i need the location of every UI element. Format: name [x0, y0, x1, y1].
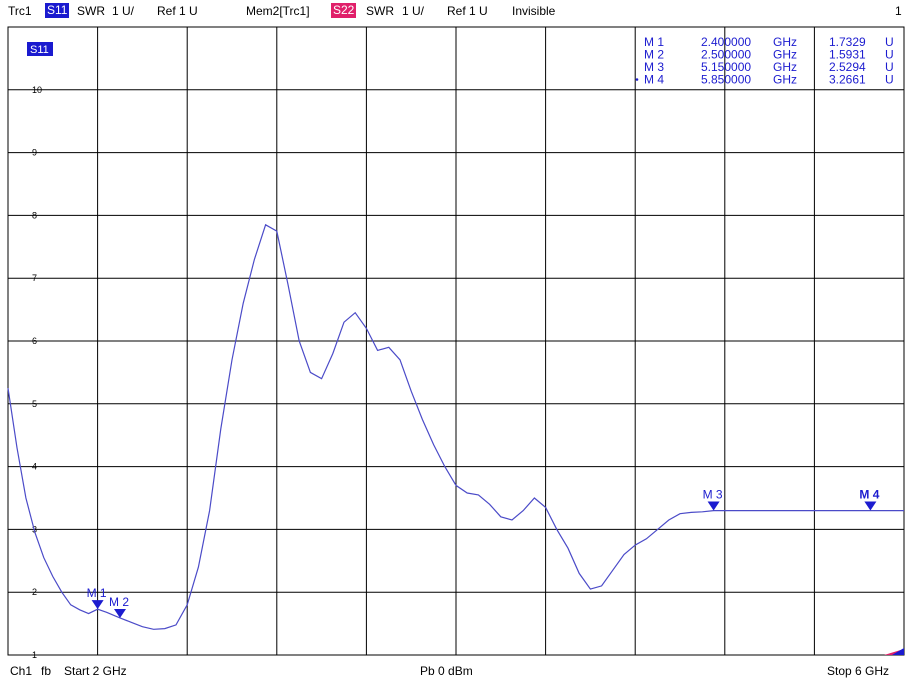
marker-table-label: M 2 [644, 48, 664, 62]
y-tick-label: 1 [32, 650, 37, 660]
y-tick-label: 9 [32, 148, 37, 158]
marker-label: M 1 [87, 586, 107, 600]
marker-table-value: 1.5931 [829, 48, 866, 62]
trace-s11 [7, 223, 904, 630]
trace2-param-badge[interactable]: S22 [331, 3, 357, 18]
grid [7, 26, 905, 656]
sweep-mode: fb [41, 664, 52, 678]
marker-table-value: 2.5294 [829, 60, 866, 74]
y-tick-label: 5 [32, 399, 37, 409]
marker-table-frequency: 5.850000 [701, 73, 751, 87]
marker-table-value-unit: U [885, 48, 894, 62]
marker-table-value-unit: U [885, 35, 894, 49]
trace2-name[interactable]: Mem2[Trc1] [246, 4, 310, 18]
trace1-scale[interactable]: 1 U/ [112, 4, 135, 18]
marker-table-value: 1.7329 [829, 35, 866, 49]
marker-label: M 4 [859, 488, 879, 502]
trace1-name[interactable]: Trc1 [8, 4, 32, 18]
trace2-ref[interactable]: Ref 1 U [447, 4, 488, 18]
marker-label: M 2 [109, 595, 129, 609]
marker-table-unit: GHz [773, 35, 797, 49]
plot-trace-badge-label: S11 [30, 44, 49, 56]
trace1-ref[interactable]: Ref 1 U [157, 4, 198, 18]
marker-layer: M 1M 2 M 3 M 4 [87, 488, 880, 618]
marker-table-frequency: 2.400000 [701, 35, 751, 49]
trace2-scale[interactable]: 1 U/ [402, 4, 425, 18]
marker-table-unit: GHz [773, 60, 797, 74]
marker-table-value-unit: U [885, 60, 894, 74]
marker-label: M 3 [703, 488, 723, 502]
port-power[interactable]: Pb 0 dBm [420, 664, 473, 678]
marker-table-unit: GHz [773, 48, 797, 62]
marker-triangle [864, 501, 877, 511]
marker-triangle [707, 501, 720, 511]
marker-table-label: M 1 [644, 35, 664, 49]
marker-triangle [91, 600, 104, 610]
channel-label[interactable]: Ch1 [10, 664, 33, 678]
plot-trace-badge [27, 42, 53, 56]
y-tick-label: 2 [32, 587, 37, 597]
channel-footer: Ch1 fb Start 2 GHz Pb 0 dBm Stop 6 GHz [0, 660, 908, 683]
trace-header: Trc1 S11 SWR 1 U/ Ref 1 U Mem2[Trc1] S22… [0, 0, 908, 22]
trace1-param-badge[interactable]: S11 [45, 3, 70, 18]
marker-triangle [114, 608, 126, 618]
marker-table-frequency: 5.150000 [701, 60, 751, 74]
corner-arrow-blue [892, 648, 904, 655]
start-frequency[interactable]: Start 2 GHz [64, 664, 127, 678]
active-marker-dot [635, 78, 639, 81]
trace-layer [7, 223, 904, 630]
corner-indicator [884, 648, 904, 655]
y-tick-label: 7 [32, 273, 37, 283]
y-tick-label: 6 [32, 336, 37, 346]
marker-table-unit: GHz [773, 73, 797, 87]
trace1-format[interactable]: SWR [77, 4, 105, 18]
y-tick-label: 10 [32, 85, 42, 95]
marker-table-label: M 4 [644, 73, 664, 87]
y-tick-label: 4 [32, 462, 37, 472]
trace2-format[interactable]: SWR [366, 4, 394, 18]
trace2-state: Invisible [512, 4, 556, 18]
window-number: 1 [895, 4, 902, 18]
stop-frequency[interactable]: Stop 6 GHz [827, 664, 890, 678]
marker-table-frequency: 2.500000 [701, 48, 751, 62]
y-tick-label: 8 [32, 210, 37, 220]
marker-table-label: M 3 [644, 60, 664, 74]
marker-table: M 1 2.400000 GHz 1.7329 U M 2 2.500000 GHz 1.593… [635, 35, 894, 87]
marker-table-value-unit: U [885, 73, 894, 87]
trace-badge-layer: S11 [27, 42, 53, 56]
marker-table-value: 3.2661 [829, 73, 866, 87]
